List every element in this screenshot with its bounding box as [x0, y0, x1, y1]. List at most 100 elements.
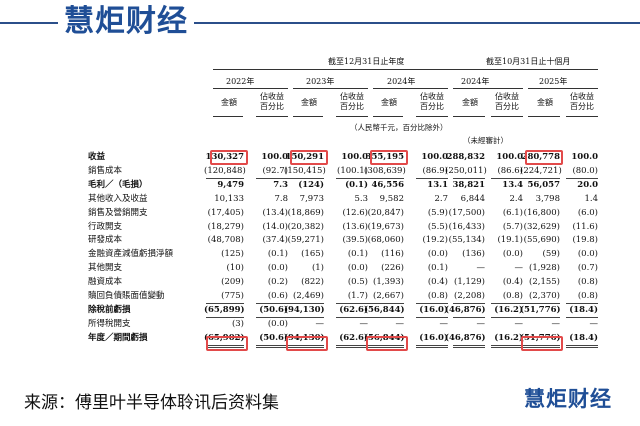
- amount-cell: (250,011): [445, 165, 487, 176]
- percent-cell: (5.5): [427, 221, 448, 232]
- percent-cell: 13.4: [502, 179, 523, 190]
- unaudited-note: （未經審計）: [463, 136, 508, 145]
- row-rule: [286, 177, 324, 179]
- percent-cell: (19.1): [497, 235, 523, 246]
- amount-cell: (16,433): [448, 221, 485, 232]
- amount-cell: (2,667): [373, 291, 404, 301]
- row-label: 研發成本: [88, 235, 123, 246]
- amount-cell: (20,847): [367, 207, 404, 218]
- row-rule: [416, 346, 448, 348]
- oct-period-header: 截至10月31日止十個月: [486, 57, 571, 66]
- amount-cell: 46,556: [371, 179, 404, 190]
- year-end-period-header: 截至12月31日止年度: [328, 57, 405, 66]
- percent-cell: (50.6): [259, 304, 288, 315]
- amount-cell: (3): [231, 318, 244, 329]
- highlight-revenue-2025: [525, 150, 563, 165]
- percent-cell: (100.1): [337, 165, 368, 176]
- amount-cell: —: [395, 318, 405, 329]
- row-rule: [366, 346, 404, 348]
- row-rule: [566, 344, 598, 346]
- brand-logo-top: 慧炬财经: [58, 2, 194, 42]
- table-row: 毛利／（毛損） 9,479 7.3 (124) (0.1) 46,556 13.1 38,82…: [78, 179, 598, 191]
- col-header-rule-9: [528, 116, 560, 117]
- percent-cell: (0.1): [345, 179, 368, 190]
- percent-cell: (86.6): [497, 165, 523, 176]
- amount-cell: (308,639): [364, 165, 406, 176]
- amount-cell: 9,582: [379, 193, 404, 204]
- percent-cell: 2.7: [434, 193, 448, 204]
- percent-cell: (0.6): [267, 291, 288, 301]
- row-rule: [206, 302, 244, 304]
- row-rule: [336, 344, 368, 346]
- percent-cell: (12.6): [342, 207, 368, 218]
- pct-header-line2: 百分比: [260, 102, 284, 111]
- row-label: 年度／期間虧損: [88, 332, 148, 343]
- col-header-rule-1: [213, 116, 243, 117]
- amount-cell: (125): [221, 249, 244, 260]
- year-2023: 2023年: [306, 77, 335, 86]
- percent-cell: (18.4): [569, 304, 598, 315]
- highlight-loss-2022: [206, 336, 248, 351]
- amount-cell: (224,721): [520, 165, 562, 176]
- percent-cell: (0.0): [267, 263, 288, 274]
- amount-cell: (1,129): [454, 277, 485, 288]
- amount-cell: —: [551, 318, 561, 329]
- row-rule: [566, 316, 598, 318]
- amount-cell: (32,629): [523, 221, 560, 232]
- row-rule: [366, 302, 404, 304]
- percent-cell: 1.4: [584, 193, 598, 204]
- pct-header-line1: 佔收益: [420, 92, 444, 101]
- row-rule: [491, 316, 523, 318]
- col-header-rule-7: [453, 116, 485, 117]
- amount-cell: 3,798: [535, 193, 560, 204]
- amount-cell: (20,382): [287, 221, 324, 232]
- row-rule: [491, 346, 523, 348]
- row-label: 其他收入及收益: [88, 193, 148, 204]
- percent-cell: (50.6): [259, 332, 288, 343]
- row-rule: [286, 316, 324, 318]
- percent-cell: (16.0): [419, 304, 448, 315]
- amount-cell: (822): [301, 277, 324, 288]
- year-rule-5: [528, 88, 598, 89]
- percent-cell: (18.4): [569, 332, 598, 343]
- table-row: 銷售成本 (120,848) (92.7) (150,415) (100.1) (308,…: [78, 165, 598, 177]
- amount-cell: (16,800): [523, 207, 560, 218]
- percent-cell: (80.0): [572, 165, 598, 176]
- pct-header-line2: 百分比: [495, 102, 519, 111]
- row-rule: [206, 344, 244, 346]
- table-row: 贖回負債賬面值變動 (775) (0.6) (2,469) (1.7) (2,667) (0…: [78, 290, 598, 302]
- row-rule: [366, 316, 404, 318]
- pct-header-2022: 佔收益 百分比: [256, 92, 288, 112]
- year-2024-ten-months: 2024年: [461, 77, 490, 86]
- row-rule: [491, 177, 523, 179]
- amount-cell: 7,973: [299, 193, 324, 204]
- amount-cell: (59): [542, 249, 560, 260]
- row-rule: [491, 302, 523, 304]
- amount-cell: —: [476, 318, 486, 329]
- percent-cell: (0.1): [347, 249, 368, 260]
- percent-cell: (62.6): [339, 332, 368, 343]
- amount-cell: (18,279): [207, 221, 244, 232]
- amount-cell: 6,844: [460, 193, 485, 204]
- amount-cell: (1,393): [373, 277, 404, 288]
- amount-cell: (2,155): [529, 277, 560, 288]
- percent-cell: (0.8): [427, 291, 448, 301]
- row-rule: [521, 346, 560, 348]
- row-rule: [256, 316, 288, 318]
- amount-cell: (226): [381, 263, 404, 274]
- highlight-revenue-2023: [290, 150, 328, 165]
- amount-cell: (150,415): [284, 165, 326, 176]
- percent-cell: 100.0: [496, 152, 523, 162]
- source-caption: 来源：傅里叶半导体聆讯后资料集: [24, 393, 279, 413]
- percent-cell: (0.4): [427, 277, 448, 288]
- amount-cell: (165): [301, 249, 324, 260]
- percent-cell: 100.0: [341, 152, 368, 162]
- amount-cell: (1): [311, 263, 324, 274]
- row-rule: [286, 344, 324, 346]
- amount-cell: 10,133: [214, 193, 244, 204]
- percent-cell: (16.0): [419, 332, 448, 343]
- amount-cell: (56,844): [364, 304, 405, 315]
- row-rule: [566, 346, 598, 348]
- amount-cell: 130,327: [205, 152, 244, 162]
- percent-cell: 100.0: [421, 152, 448, 162]
